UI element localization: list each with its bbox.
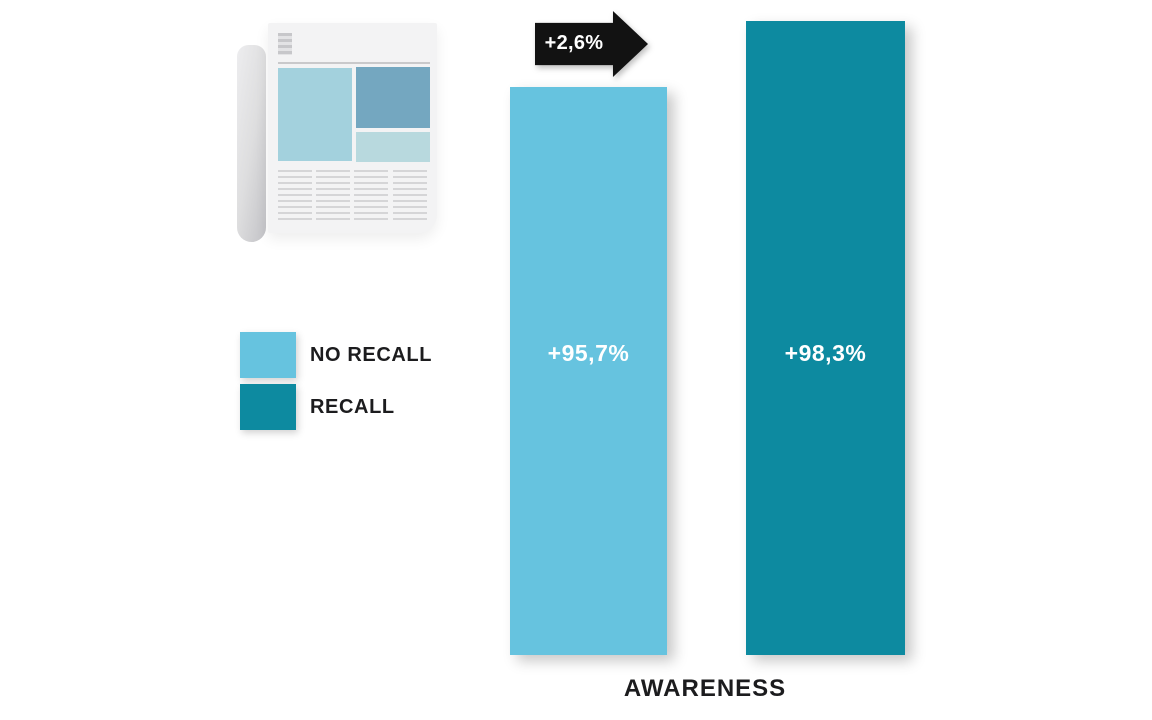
newspaper-text-column: [316, 170, 350, 220]
x-axis-label: AWARENESS: [623, 675, 787, 702]
newspaper-roll: [237, 45, 266, 242]
newspaper-photo-bottom-right: [356, 132, 430, 162]
bar-value-no-recall: +95,7%: [547, 340, 630, 366]
delta-arrow-icon: +2,6%: [535, 11, 648, 77]
newspaper-photo-left: [278, 68, 352, 161]
newspaper-divider: [278, 62, 430, 64]
newspaper-photo-top-right: [356, 67, 430, 128]
bar-no-recall: [510, 87, 667, 655]
newspaper-text-column: [354, 170, 388, 220]
legend-swatch-recall: [240, 384, 296, 430]
delta-value: +2,6%: [544, 32, 604, 55]
legend-label-recall: RECALL: [310, 395, 395, 418]
newspaper-masthead: [278, 33, 292, 55]
newspaper-text-column: [278, 170, 312, 220]
legend-swatch-no-recall: [240, 332, 296, 378]
newspaper-page: [268, 23, 437, 233]
newspaper-icon: [237, 15, 437, 242]
bar-value-recall: +98,3%: [784, 340, 867, 366]
legend-label-no-recall: NO RECALL: [310, 343, 433, 366]
bar-recall: [746, 21, 905, 655]
newspaper-text-column: [393, 170, 427, 220]
